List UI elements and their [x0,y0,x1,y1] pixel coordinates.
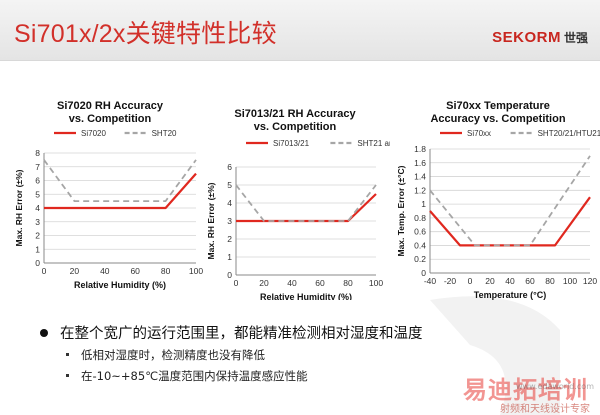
chart-title-line: vs. Competition [69,113,152,125]
legend-label: SHT21 and HTU21D [357,139,390,148]
x-axis-label: Relative Humidity (%) [74,280,166,290]
y-tick-label: 0 [227,270,232,280]
bullet-main: 在整个宽广的运行范围里，都能精准检测相对湿度和温度 [40,322,580,343]
legend-label: SHT20/21/HTU21D [538,129,600,138]
x-axis-label: Temperature (°C) [474,290,546,300]
y-tick-label: 0.2 [414,254,426,264]
y-tick-label: 8 [35,148,40,158]
legend-label: Si7013/21 [273,139,310,148]
x-tick-label: 100 [563,276,577,286]
slide-title: Si701x/2x关键特性比较 [14,20,277,48]
x-tick-label: -40 [424,276,437,286]
y-axis-label: Max. RH Error (±%) [206,182,216,259]
y-tick-label: 0 [35,258,40,268]
bullet-sub-2-text: 在-10~+85℃温度范围内保持温度感应性能 [81,369,308,383]
chart-title-line: Accuracy vs. Competition [430,113,565,125]
x-tick-label: 0 [42,266,47,276]
y-tick-label: 1.2 [414,185,426,195]
chart-title: Si7020 RH Accuracy vs. Competition [57,100,164,125]
y-tick-label: 0.6 [414,227,426,237]
logo-text-cn: 世强 [563,30,588,45]
chart-title: Si7013/21 RH Accuracy vs. Competition [234,108,356,133]
y-tick-label: 2 [35,231,40,241]
x-tick-label: 0 [234,278,239,288]
series-line-sht20 [43,159,197,202]
legend-label: SHT20 [152,129,177,138]
y-tick-label: 1.6 [414,158,426,168]
y-axis-label: Max. Temp. Error (±°C) [396,165,406,256]
y-tick-label: 6 [35,176,40,186]
x-tick-label: 40 [100,266,110,276]
y-tick-label: 0.8 [414,213,426,223]
y-tick-label: 0 [421,268,426,278]
x-tick-label: 40 [505,276,515,286]
bullet-dot-icon [40,329,48,337]
chart-si7013-rh: Si7013/21 RH Accuracy vs. CompetitionSi70… [206,108,390,300]
series-line-si7020 [44,172,197,210]
x-tick-label: 100 [369,278,383,288]
x-tick-label: 80 [343,278,353,288]
chart-title-line: Si70xx Temperature [446,100,550,112]
x-tick-label: 80 [545,276,555,286]
bullet-sub-2: 在-10~+85℃温度范围内保持温度感应性能 [66,368,308,384]
watermark-slogan: 射频和天线设计专家 [500,404,590,415]
x-axis-label: Relative Humidity (%) [260,292,352,300]
series-line-si7013-21 [236,193,377,223]
y-tick-label: 3 [227,216,232,226]
sekorm-logo: SEKORM 世强 [492,27,588,47]
bullet-square-icon [66,353,69,356]
x-tick-label: 60 [130,266,140,276]
y-axis-label: Max. RH Error (±%) [14,169,24,246]
bullet-sub-1: 低相对湿度时，检测精度也没有降低 [66,347,265,363]
y-tick-label: 1 [421,199,426,209]
x-tick-label: 20 [485,276,495,286]
y-tick-label: 6 [227,162,232,172]
x-tick-label: 60 [315,278,325,288]
x-tick-label: 40 [287,278,297,288]
slide-header: Si701x/2x关键特性比较 SEKORM 世强 [0,0,600,61]
x-tick-label: 60 [525,276,535,286]
y-tick-label: 2 [227,234,232,244]
y-tick-label: 5 [227,180,232,190]
x-tick-label: 100 [189,266,203,276]
x-tick-label: 20 [259,278,269,288]
y-tick-label: 4 [35,203,40,213]
series-line-sht20-21-htu21d [429,155,591,247]
y-tick-label: 4 [227,198,232,208]
chart-title-line: Si7020 RH Accuracy [57,100,164,112]
y-tick-label: 5 [35,189,40,199]
y-tick-label: 1.4 [414,172,426,182]
series-line-sht21-and-htu21d [235,184,377,222]
legend-label: Si7020 [81,129,106,138]
bullet-main-text: 在整个宽广的运行范围里，都能精准检测相对湿度和温度 [60,326,423,342]
watermark-url: www.edaworld.com [516,382,594,391]
chart-title: Si70xx Temperature Accuracy vs. Competiti… [430,100,565,125]
x-tick-label: 0 [468,276,473,286]
y-tick-label: 0.4 [414,240,426,250]
chart-title-line: Si7013/21 RH Accuracy [234,108,356,120]
chart-title-line: vs. Competition [254,121,337,133]
bullet-sub-1-text: 低相对湿度时，检测精度也没有降低 [81,348,265,362]
y-tick-label: 3 [35,217,40,227]
x-tick-label: 120 [583,276,597,286]
y-tick-label: 1 [227,252,232,262]
x-tick-label: 20 [70,266,80,276]
watermark-brand: 易迪拓培训 [463,376,588,404]
logo-text-en: SEKORM [492,28,561,46]
y-tick-label: 1.8 [414,144,426,154]
x-tick-label: 80 [161,266,171,276]
chart-si70xx-temp: Si70xx Temperature Accuracy vs. Competiti… [396,100,600,300]
y-tick-label: 7 [35,162,40,172]
x-tick-label: -20 [444,276,457,286]
chart-si7020-rh: Si7020 RH Accuracy vs. Competition Si7020 S… [14,100,203,290]
legend-label: Si70xx [467,129,491,138]
bullet-square-icon [66,374,69,377]
y-tick-label: 1 [35,244,40,254]
